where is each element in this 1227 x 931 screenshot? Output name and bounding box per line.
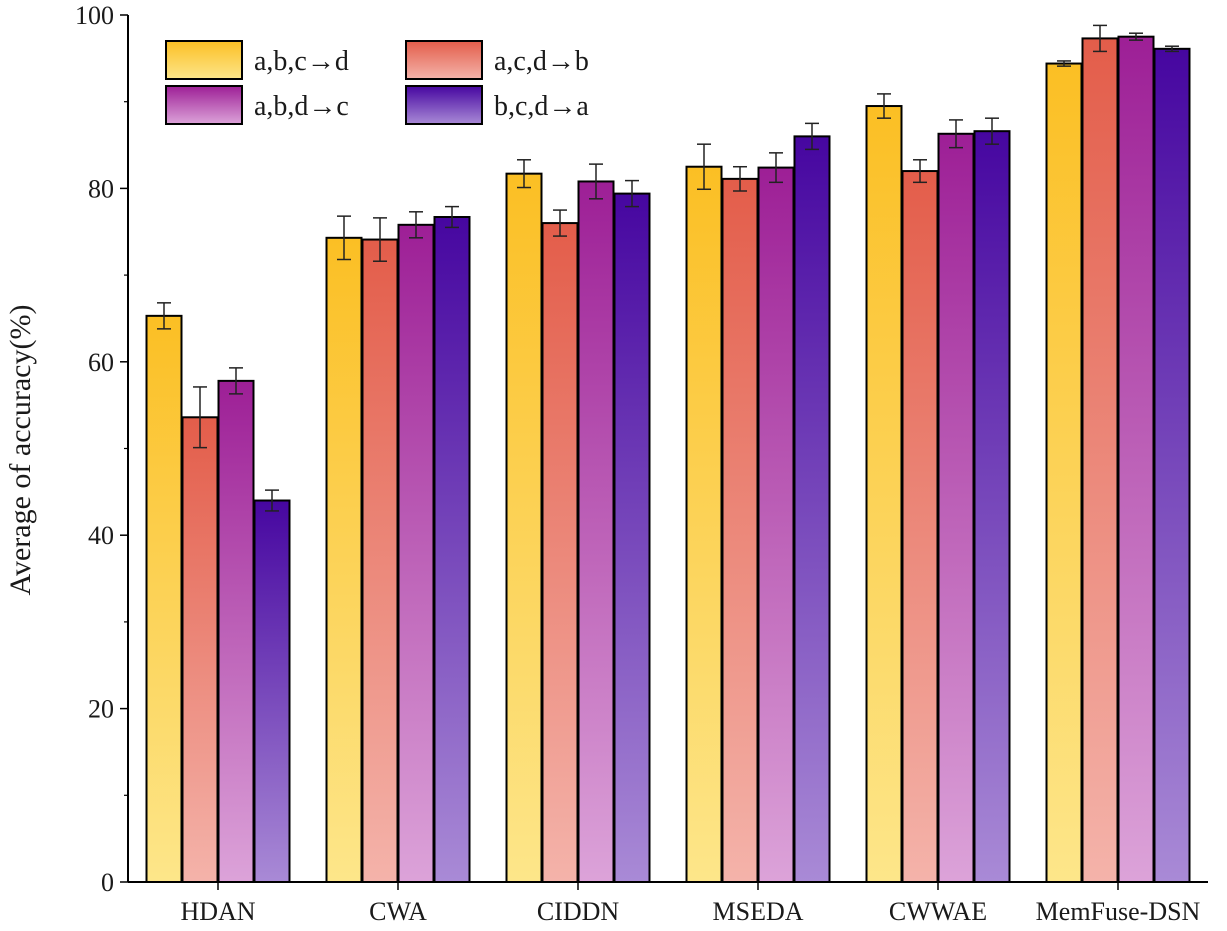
y-tick-label: 60: [88, 348, 114, 377]
bar: [145, 314, 183, 883]
legend-label: a,b,d→c: [254, 91, 349, 122]
error-bar: [553, 209, 567, 237]
error-bar: [193, 386, 207, 449]
bar: [217, 379, 255, 883]
y-tick-label: 100: [75, 1, 114, 30]
plot-area: [145, 24, 1191, 884]
error-bar: [1093, 24, 1107, 53]
bar: [325, 236, 363, 884]
legend: a,b,c→d a,c,d→b a,b,d→c b,c,d→a: [165, 40, 589, 125]
error-bar: [1057, 60, 1071, 67]
y-axis-title: Average of accuracy(%): [4, 305, 37, 596]
bar: [685, 165, 723, 884]
legend-label: b,c,d→a: [494, 91, 589, 122]
error-bar: [229, 367, 243, 395]
error-bar: [517, 159, 531, 189]
legend-swatch: [165, 85, 243, 125]
bar: [901, 170, 939, 883]
error-bar: [949, 119, 963, 149]
bar: [1117, 35, 1155, 884]
error-bar: [337, 215, 351, 261]
bar: [757, 166, 795, 884]
error-bar: [157, 302, 171, 330]
y-tick-label: 40: [88, 521, 114, 550]
bar: [973, 130, 1011, 884]
error-bar: [913, 159, 927, 184]
x-tick-label: MemFuse-DSN: [1036, 897, 1201, 926]
bar: [253, 499, 291, 883]
bar: [721, 177, 759, 884]
error-bar: [1129, 32, 1143, 41]
y-tick-label: 80: [88, 174, 114, 203]
error-bar: [877, 93, 891, 119]
error-bar: [697, 143, 711, 191]
bar: [361, 238, 399, 884]
error-bar: [805, 122, 819, 151]
error-bar: [265, 489, 279, 512]
error-bar: [373, 217, 387, 262]
bar: [505, 172, 543, 883]
x-tick-label: CIDDN: [537, 897, 620, 926]
x-tick-label: CWWAE: [889, 897, 987, 926]
error-bar: [625, 179, 639, 208]
legend-label: a,b,c→d: [254, 46, 349, 77]
y-tick-label: 20: [88, 695, 114, 724]
error-bar: [1165, 45, 1179, 53]
bar: [1153, 47, 1191, 884]
x-tick-label: MSEDA: [712, 897, 803, 926]
bar: [433, 216, 471, 884]
bar: [937, 132, 975, 884]
x-tick-label: CWA: [369, 897, 427, 926]
bar: [865, 105, 903, 884]
legend-swatch: [405, 40, 483, 80]
bar: [397, 223, 435, 883]
bar: [613, 192, 651, 884]
bar: [1081, 37, 1119, 884]
error-bar: [445, 205, 459, 229]
error-bar: [769, 152, 783, 184]
bar: [541, 222, 579, 883]
x-tick-label: HDAN: [180, 897, 255, 926]
legend-swatch: [165, 40, 243, 80]
bar: [1045, 62, 1083, 883]
y-tick-label: 0: [101, 868, 114, 897]
bar: [577, 180, 615, 884]
error-bar: [733, 165, 747, 192]
bar: [793, 135, 831, 883]
legend-label: a,c,d→b: [494, 46, 589, 77]
error-bar: [589, 163, 603, 200]
error-bar: [985, 117, 999, 145]
legend-swatch: [405, 85, 483, 125]
error-bar: [409, 211, 423, 239]
bar: [181, 416, 219, 883]
axes: HDAN CWA CIDDN MSEDA CWWAE MemFuse-DSN 0 20 40 60…: [75, 1, 1208, 926]
